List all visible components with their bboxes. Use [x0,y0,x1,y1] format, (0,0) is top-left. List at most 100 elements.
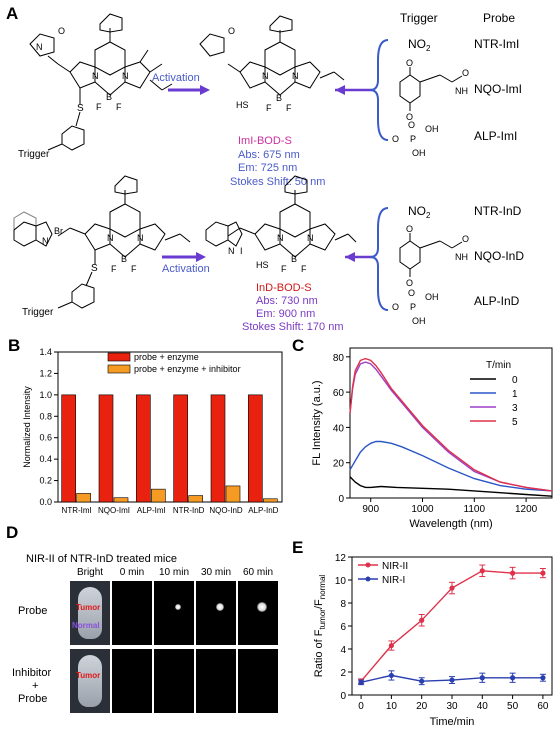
atom-n-2: N [122,71,129,81]
y-tick-label: 20 [333,459,345,470]
atom-hs-1: HS [236,100,249,110]
header-trigger: Trigger [400,11,438,25]
panel-b-bar-chart: 0.0 0.2 0.4 0.6 0.8 1.0 1.2 1.4 NTR-ImI NQO-ImI AL… [22,347,283,515]
y-tick-label: 1.0 [39,390,52,400]
bar-NQO-ImI-0 [98,394,114,503]
amide-o-1: O [462,68,469,78]
y-tick-label: 40 [333,423,345,434]
series-line-3 [349,361,553,492]
tumor-label: Tumor [76,671,101,680]
point-NIR-II [510,570,516,576]
atom-hs-2: HS [256,260,269,270]
tumor-signal-spot [257,602,267,612]
bar-ALP-InD-1 [263,498,278,503]
probe-alp-ind: ALP-InD [474,294,520,308]
point-NIR-II [419,617,425,623]
x-tick-label: ALP-InD [248,506,278,515]
plot-frame [57,351,283,503]
ind-stokes: Stokes Shift: 170 nm [242,321,344,333]
x-tick-label: 900 [362,504,379,515]
y-tick-label: 0.4 [39,454,52,464]
phos-o-4: O [392,302,399,312]
mouse-body [78,655,102,707]
x-tick-label: NTR-InD [173,506,205,515]
x-tick-label: NTR-ImI [62,506,92,515]
probe-ntr-imi: NTR-ImI [474,37,519,51]
trigger-label-2: Trigger [22,307,54,318]
i-text: I [240,246,243,256]
point-NIR-I [449,677,455,683]
x-tick-label: NQO-ImI [98,506,130,515]
series-line-5 [349,357,553,492]
panel-letter-a: A [6,4,19,23]
point-NIR-I [388,672,394,679]
bar-ALP-ImI-1 [151,488,166,503]
panel-d-title: NIR-II of NTR-InD treated mice [26,553,177,565]
normal-label: Normal [72,621,100,630]
mouse-body [78,587,102,639]
x-tick-label: 0 [358,701,364,712]
panel-e-line-chart: 0 10 20 30 40 50 60 0 2 4 6 8 10 12 Time/min Ratio of F… [313,553,553,728]
y-tick-label: 0.8 [39,411,52,421]
atom-f-2: F [116,102,122,112]
phos-o-2: O [392,134,399,144]
atom-b: B [106,92,112,102]
amide-n-2: NH [455,252,468,262]
image-cell [154,581,194,645]
point-NIR-I [419,678,425,684]
atom-n-11: N [307,233,314,243]
x-tick-label: 10 [386,701,398,712]
bar-NTR-InD-1 [188,495,203,503]
atom-f-5: F [111,264,117,274]
atom-o-1: O [58,26,65,36]
tumor-label: Tumor [76,603,101,612]
legend-label-1: 1 [512,389,518,400]
point-NIR-I [510,675,516,681]
legend-swatch-0 [107,352,131,362]
y-axis-label-part: normal [318,575,327,600]
atom-f-7: F [281,264,287,274]
y-tick-label: 0.2 [39,476,52,486]
atom-n-8: N [137,233,144,243]
legend-label-5: 5 [512,417,518,428]
row-label-probe: Probe [18,605,48,617]
y-axis-label-part: Ratio of F [313,629,325,677]
phos-p-1: P [410,134,416,144]
legend-marker-NIR-II [365,562,371,568]
y-tick-label: 4 [340,645,346,656]
y-tick-label: 10 [335,576,347,587]
ind-em: Em: 900 nm [256,308,315,320]
ind-bod-s-name: InD-BOD-S [256,282,312,294]
x-tick-label: 40 [477,701,489,712]
atom-s: S [77,103,84,114]
x-tick-label: 30 [446,701,458,712]
legend-label-NIR-I: NIR-I [382,575,405,586]
atom-n-3: N [36,42,43,52]
atom-n-9: N [228,246,235,256]
x-axis-label: Time/min [430,716,475,728]
image-cell: Tumor [70,649,110,713]
atom-f-8: F [301,264,307,274]
image-cell: Tumor Normal [70,581,110,645]
no2-text-1: NO2 [408,37,431,53]
bar-NQO-ImI-1 [113,497,129,503]
probe-ntr-ind: NTR-InD [474,204,522,218]
x-tick-label: 1100 [464,504,486,515]
ind-bod-s-structure [205,175,357,258]
panel-letter-b: B [8,336,21,355]
y-tick-label: 0 [340,691,346,702]
panel-letter-d: D [6,523,19,542]
point-NIR-II [449,585,455,591]
legend-label-0: probe + enzyme [134,352,199,362]
header-probe: Probe [483,11,515,25]
quinone-o-1: O [406,58,413,68]
point-NIR-II [479,568,485,574]
y-tick-label: 80 [333,353,345,364]
atom-f-4: F [286,103,292,113]
br-text: Br [54,226,63,236]
y-axis-label-part: tumor [318,609,327,630]
legend-label-0: 0 [512,375,518,386]
panel-d-imaging: Bright 0 min 10 min 30 min 60 min Tumor Normal… [0,567,290,732]
imi-bod-s-structure [199,15,345,96]
x-tick-label: ALP-ImI [137,506,166,515]
